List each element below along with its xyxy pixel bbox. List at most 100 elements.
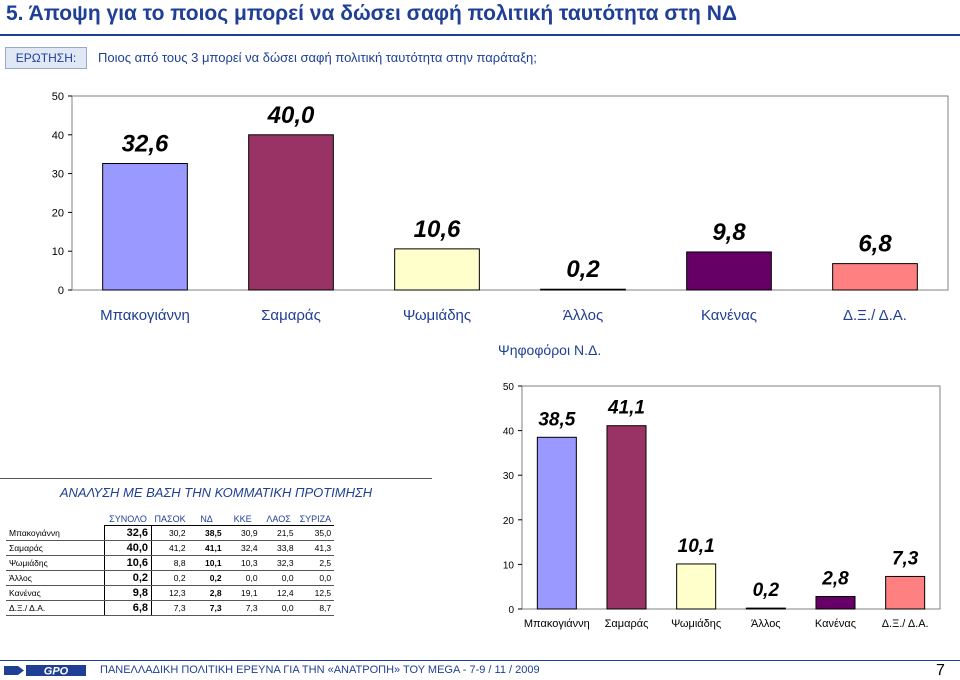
column-header-total: ΣΥΝΟΛΟ (104, 512, 152, 526)
table-cell: 7,3 (224, 600, 261, 616)
category-label: Δ.Ξ./ Δ.Α. (882, 618, 929, 630)
bar-value-label: 40,0 (267, 102, 315, 129)
footer-text: ΠΑΝΕΛΛΑΔΙΚΗ ΠΟΛΙΤΙΚΗ ΕΡΕΥΝΑ ΓΙΑ ΤΗΝ «ΑΝΑ… (100, 664, 540, 676)
table-cell: 38,5 (188, 525, 225, 541)
y-tick-label: 10 (52, 246, 64, 258)
table-corner (6, 512, 105, 526)
table-cell: 12,5 (296, 585, 335, 601)
table-row: Ψωμιάδης 10,6 8,8 10,1 10,3 32,3 2,5 (6, 555, 335, 571)
y-tick-label: 20 (52, 207, 64, 219)
page-number: 7 (936, 662, 945, 679)
bar-value-label: 0,2 (753, 580, 780, 601)
table-cell: 0,0 (260, 570, 297, 586)
row-label: Κανένας (6, 585, 105, 601)
plot-area (71, 95, 949, 291)
table-cell: 30,9 (224, 525, 261, 541)
bar (676, 563, 717, 610)
bar (815, 596, 856, 610)
plot-area (521, 385, 941, 610)
column-header-nd: ΝΔ (188, 512, 225, 526)
table-cell: 0,2 (151, 570, 189, 586)
bar-value-label: 2,8 (821, 569, 849, 590)
table-cell: 41,2 (151, 540, 189, 556)
y-tick-label: 50 (52, 91, 64, 103)
bar-value-label: 41,1 (607, 398, 645, 419)
nd-voters-chart-title: Ψηφοφόροι Ν.Δ. (498, 342, 602, 358)
question-text: Ποιος από τους 3 μπορεί να δώσει σαφή πο… (98, 50, 537, 65)
table-header-row: ΣΥΝΟΛΟ ΠΑΣΟΚ ΝΔ ΚΚΕ ΛΑΟΣ ΣΥΡΙΖΑ (6, 512, 335, 526)
column-header-pasok: ΠΑΣΟΚ (151, 512, 189, 526)
bar (885, 575, 926, 610)
table-row: Άλλος 0,2 0,2 0,2 0,0 0,0 0,0 (6, 570, 335, 586)
page-title: 5. Άποψη για το ποιος μπορεί να δώσει σα… (6, 2, 737, 25)
table-row: Κανένας 9,8 12,3 2,8 19,1 12,4 12,5 (6, 585, 335, 601)
bar-value-label: 10,6 (414, 216, 461, 243)
bar-value-label: 10,1 (678, 536, 715, 557)
bar-value-label: 32,6 (122, 131, 169, 158)
table-row: Μπακογιάννη 32,6 30,2 38,5 30,9 21,5 35,0 (6, 525, 335, 541)
y-tick-label: 40 (52, 130, 64, 142)
table-cell: 7,3 (188, 600, 225, 616)
title-divider (0, 34, 960, 36)
row-label: Δ.Ξ./ Δ.Α. (6, 600, 105, 616)
bar (536, 436, 577, 610)
bar (248, 134, 334, 291)
y-tick-label: 40 (503, 427, 515, 438)
table-cell: 32,3 (260, 555, 297, 571)
y-tick-label: 10 (503, 560, 515, 571)
category-label: Ψωμιάδης (403, 307, 471, 324)
bar (606, 425, 647, 610)
footer-divider (0, 660, 960, 661)
table-cell: 33,8 (260, 540, 297, 556)
category-label: Άλλος (563, 307, 603, 324)
table-cell: 8,8 (151, 555, 189, 571)
bar-value-label: 9,8 (712, 219, 746, 246)
total-cell: 10,6 (104, 555, 152, 571)
total-cell: 40,0 (104, 540, 152, 556)
table-cell: 41,3 (296, 540, 335, 556)
category-label: Κανένας (701, 307, 757, 324)
table-cell: 19,1 (224, 585, 261, 601)
total-bar-chart: 0 10 20 30 40 50 32,6 Μπακογιάννη 40,0 Σαμαράς 10,… (52, 91, 949, 324)
table-cell: 10,3 (224, 555, 261, 571)
bar (745, 607, 786, 610)
question-label: ΕΡΩΤΗΣΗ: (5, 47, 87, 69)
y-tick-label: 30 (52, 169, 64, 181)
category-label: Δ.Ξ./ Δ.Α. (843, 307, 907, 324)
total-cell: 6,8 (104, 600, 152, 616)
party-analysis-table: ΣΥΝΟΛΟ ΠΑΣΟΚ ΝΔ ΚΚΕ ΛΑΟΣ ΣΥΡΙΖΑ Μπακογιά… (6, 512, 335, 616)
category-label: Μπακογιάννη (524, 618, 590, 630)
y-tick-label: 20 (503, 516, 515, 527)
row-label: Σαμαράς (6, 540, 105, 556)
table-cell: 10,1 (188, 555, 225, 571)
table-cell: 30,2 (151, 525, 189, 541)
bar-value-label: 7,3 (892, 548, 919, 569)
row-label: Ψωμιάδης (6, 555, 105, 571)
y-tick-label: 30 (503, 471, 515, 482)
table-cell: 0,0 (224, 570, 261, 586)
table-row: Σαμαράς 40,0 41,2 41,1 32,4 33,8 41,3 (6, 540, 335, 556)
table-cell: 2,8 (188, 585, 225, 601)
y-tick-label: 50 (503, 382, 515, 393)
row-label: Άλλος (6, 570, 105, 586)
table-row: Δ.Ξ./ Δ.Α. 6,8 7,3 7,3 7,3 0,0 8,7 (6, 600, 335, 616)
column-header-syriza: ΣΥΡΙΖΑ (296, 512, 335, 526)
table-cell: 32,4 (224, 540, 261, 556)
bar-value-label: 0,2 (566, 256, 600, 283)
table-cell: 0,2 (188, 570, 225, 586)
y-tick-label: 0 (58, 285, 64, 297)
category-label: Ψωμιάδης (671, 618, 721, 630)
gpo-logo: GPO (4, 665, 86, 678)
table-cell: 2,5 (296, 555, 335, 571)
bar (686, 251, 772, 291)
table-cell: 12,3 (151, 585, 189, 601)
bar (102, 163, 188, 291)
logo-text: GPO (44, 666, 69, 678)
total-cell: 32,6 (104, 525, 152, 541)
column-header-kke: ΚΚΕ (224, 512, 261, 526)
row-label: Μπακογιάννη (6, 525, 105, 541)
category-label: Άλλος (751, 618, 781, 630)
party-analysis-title: ΑΝΑΛΥΣΗ ΜΕ ΒΑΣΗ ΤΗΝ ΚΟΜΜΑΤΙΚΗ ΠΡΟΤΙΜΗΣΗ (0, 478, 432, 500)
table-cell: 8,7 (296, 600, 335, 616)
